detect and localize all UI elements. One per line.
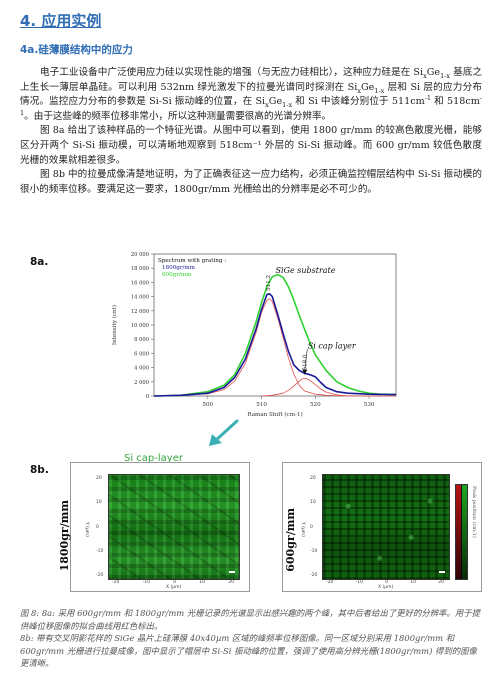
x-tick-label: 520: [310, 402, 321, 408]
fit-curve-sige: [153, 298, 396, 397]
scale-bar-left: [229, 571, 235, 573]
caption-8a: 图 8: 8a: 采用 600gr/mm 和 1800gr/mm 光栅记录的光谱…: [20, 608, 480, 631]
y-tick-labels-right: 20 10 0 -10 -20: [310, 476, 318, 578]
caption-8b: 8b: 带有交叉阴影花样的 SiGe 晶片上硅薄膜 40x40µm 区域的峰频率…: [20, 633, 477, 669]
x-tick-labels-left: -20 -10 0 10 20: [112, 580, 234, 585]
paragraph-1: 电子工业设备中广泛使用应力硅以实现性能的增强（与无应力硅相比），这种应力硅是在 …: [20, 67, 483, 122]
colorbar: [455, 484, 468, 580]
y-tick-label: 6 000: [134, 351, 149, 357]
down-arrow-icon: [209, 419, 239, 446]
y-tick-label: 16 000: [131, 280, 149, 286]
x-tick-label: 510: [256, 402, 267, 408]
figure-label-8b: 8b.: [30, 464, 49, 476]
paragraph-3: 图 8b 中的拉曼成像清楚地证明，为了正确表征这一应力结构，必须正确监控帽层结构…: [20, 169, 482, 195]
raman-spectrum-chart: 0 2 000 4 000 6 000 8 000 10 000 12 000 14 000 1…: [104, 250, 404, 420]
annotation-sige-substrate: SiGe substrate: [276, 266, 336, 275]
annotation-si-cap-layer: Si cap layer: [308, 341, 357, 350]
x-tick-labels-right: -20 -10 0 10 20: [326, 580, 444, 585]
y-tick-label: 20 000: [131, 252, 149, 258]
x-tick-label: 500: [202, 402, 213, 408]
x-axis-unit-left: X (µm): [166, 585, 182, 590]
raman-map-600: [322, 474, 450, 580]
legend-title: Spectrum with grating :: [158, 258, 226, 264]
annotation-arrowhead: [302, 369, 308, 375]
y-tick-label: 18 000: [131, 266, 149, 272]
plot-frame: [153, 253, 397, 397]
scale-bar-right: [439, 571, 445, 573]
y-tick-label: 0: [146, 394, 149, 400]
map-label-600: 600gr/mm: [284, 508, 297, 572]
section-heading: 4a.硅薄膜结构中的应力: [20, 44, 133, 56]
annotation-pointer: [304, 349, 308, 372]
fit-curve-si-cap: [261, 377, 348, 397]
y-tick-label: 8 000: [134, 337, 149, 343]
y-tick-label: 4 000: [134, 366, 149, 372]
colorbar-label: Peak position (cm-1): [471, 486, 477, 538]
x-axis-unit-right: X (µm): [378, 585, 394, 590]
y-axis-unit-left: Y (µm): [84, 522, 89, 537]
series-line-1800: [153, 293, 397, 397]
figure-caption: 图 8: 8a: 采用 600gr/mm 和 1800gr/mm 光栅记录的光谱…: [20, 607, 482, 670]
y-tick-label: 2 000: [134, 380, 149, 386]
raman-spectrum-svg: 0 2 000 4 000 6 000 8 000 10 000 12 000 14 000 1…: [111, 252, 397, 418]
raman-map-1800: [108, 474, 240, 580]
y-axis-unit-right: Y (µm): [300, 522, 305, 537]
y-tick-labels-left: 20 10 0 -10 -20: [96, 476, 104, 578]
legend-entry-600: 600gr/mm: [162, 272, 192, 278]
paragraph-2: 图 8a 给出了该种样品的一个特征光谱。从图中可以看到，使用 1800 gr/m…: [20, 125, 482, 166]
page-heading: 4. 应用实例: [20, 12, 102, 30]
map-label-1800: 1800gr/mm: [58, 500, 71, 572]
y-tick-label: 10 000: [131, 323, 149, 329]
legend-entry-1800: 1800gr/mm: [162, 265, 196, 271]
x-axis-label: Raman Shift (cm-1): [247, 411, 302, 418]
x-tick-label: 530: [364, 402, 375, 408]
y-tick-label: 14 000: [131, 295, 149, 301]
y-tick-label: 12 000: [131, 309, 149, 315]
cap-layer-title: Si cap-layer: [124, 453, 183, 464]
series-line-600: [153, 273, 397, 397]
y-axis-label: Intensity (cnt): [111, 305, 118, 345]
body-text: 电子工业设备中广泛使用应力硅以实现性能的增强（与无应力硅相比），这种应力硅是在 …: [20, 66, 482, 197]
figure-label-8a: 8a.: [30, 256, 49, 268]
peak-label-511: 511.2: [266, 274, 272, 290]
